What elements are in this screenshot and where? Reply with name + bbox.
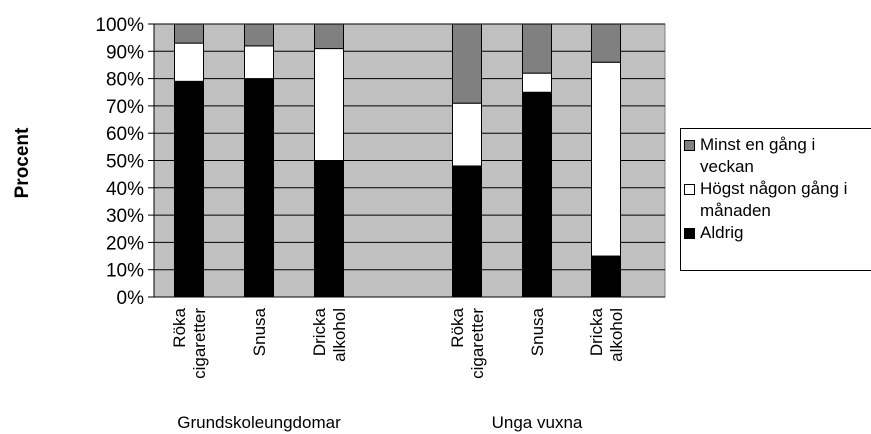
category-label: Röka — [448, 307, 467, 347]
y-tick-label: 30% — [106, 206, 144, 227]
legend-item-weekly: Minst en gång i veckan — [684, 134, 871, 178]
bar-segment-aldrig — [452, 165, 482, 298]
category-label: cigaretter — [190, 308, 209, 379]
y-tick-label: 10% — [106, 261, 144, 282]
bar-segment-hogst-nagon-gang — [314, 48, 344, 161]
axes — [153, 24, 665, 298]
category-label: alkohol — [330, 308, 349, 362]
y-tick-label: 100% — [95, 15, 144, 36]
legend: Minst en gång i veckan Högst någon gång … — [680, 128, 871, 271]
bar-segment-minst-en-gang — [522, 23, 552, 74]
y-tick-labels: 0% 10% 20% 30% 40% 50% 60% 70% 80% 90% 100% — [95, 15, 144, 309]
category-label: Snusa — [250, 307, 269, 356]
y-tick-label: 70% — [106, 97, 144, 118]
bar-segment-hogst-nagon-gang — [591, 61, 621, 257]
y-tick-label: 90% — [106, 42, 144, 63]
legend-swatch-weekly — [684, 140, 695, 151]
group-labels: Grundskoleungdomar Unga vuxna — [177, 413, 583, 432]
y-tick-label: 60% — [106, 124, 144, 145]
bar-segment-aldrig — [591, 255, 621, 298]
bar-segment-minst-en-gang — [174, 23, 204, 44]
bar-segment-minst-en-gang — [314, 23, 344, 50]
bar-segment-aldrig — [314, 160, 344, 298]
bar-segment-aldrig — [522, 91, 552, 298]
bar-segment-aldrig — [174, 80, 204, 298]
bar-segment-hogst-nagon-gang — [452, 102, 482, 167]
y-tick-label: 0% — [117, 288, 145, 309]
bar-segment-hogst-nagon-gang — [244, 45, 274, 80]
legend-item-monthly: Högst någon gång i månaden — [684, 178, 871, 222]
category-label: cigaretter — [468, 308, 487, 379]
legend-swatch-never — [684, 228, 695, 239]
y-tick-label: 20% — [106, 233, 144, 254]
category-label: Dricka — [587, 307, 606, 356]
category-label: Snusa — [528, 307, 547, 356]
bar-segment-minst-en-gang — [591, 23, 621, 63]
y-tick-label: 40% — [106, 179, 144, 200]
category-label: Dricka — [310, 307, 329, 356]
y-tick-label: 80% — [106, 70, 144, 91]
category-label: alkohol — [607, 308, 626, 362]
legend-label: Minst en gång i veckan — [700, 135, 816, 176]
legend-label: Högst någon gång i månaden — [700, 179, 848, 220]
gridlines — [148, 23, 665, 298]
bar-segment-hogst-nagon-gang — [522, 72, 552, 93]
bar-segment-minst-en-gang — [244, 23, 274, 47]
y-tick-label: 50% — [106, 152, 144, 173]
group-label: Grundskoleungdomar — [177, 413, 341, 432]
bar-segment-minst-en-gang — [452, 23, 482, 104]
legend-label: Aldrig — [700, 223, 744, 242]
bars — [174, 23, 621, 298]
y-axis-label: Procent — [12, 127, 33, 198]
group-label: Unga vuxna — [492, 413, 583, 432]
legend-item-never: Aldrig — [684, 222, 871, 244]
category-label: Röka — [170, 307, 189, 347]
legend-swatch-monthly — [684, 184, 695, 195]
bar-segment-hogst-nagon-gang — [174, 42, 204, 82]
bar-segment-aldrig — [244, 78, 274, 298]
category-labels: Röka cigaretter Snusa Dricka alkohol Röka ciga… — [170, 307, 626, 378]
